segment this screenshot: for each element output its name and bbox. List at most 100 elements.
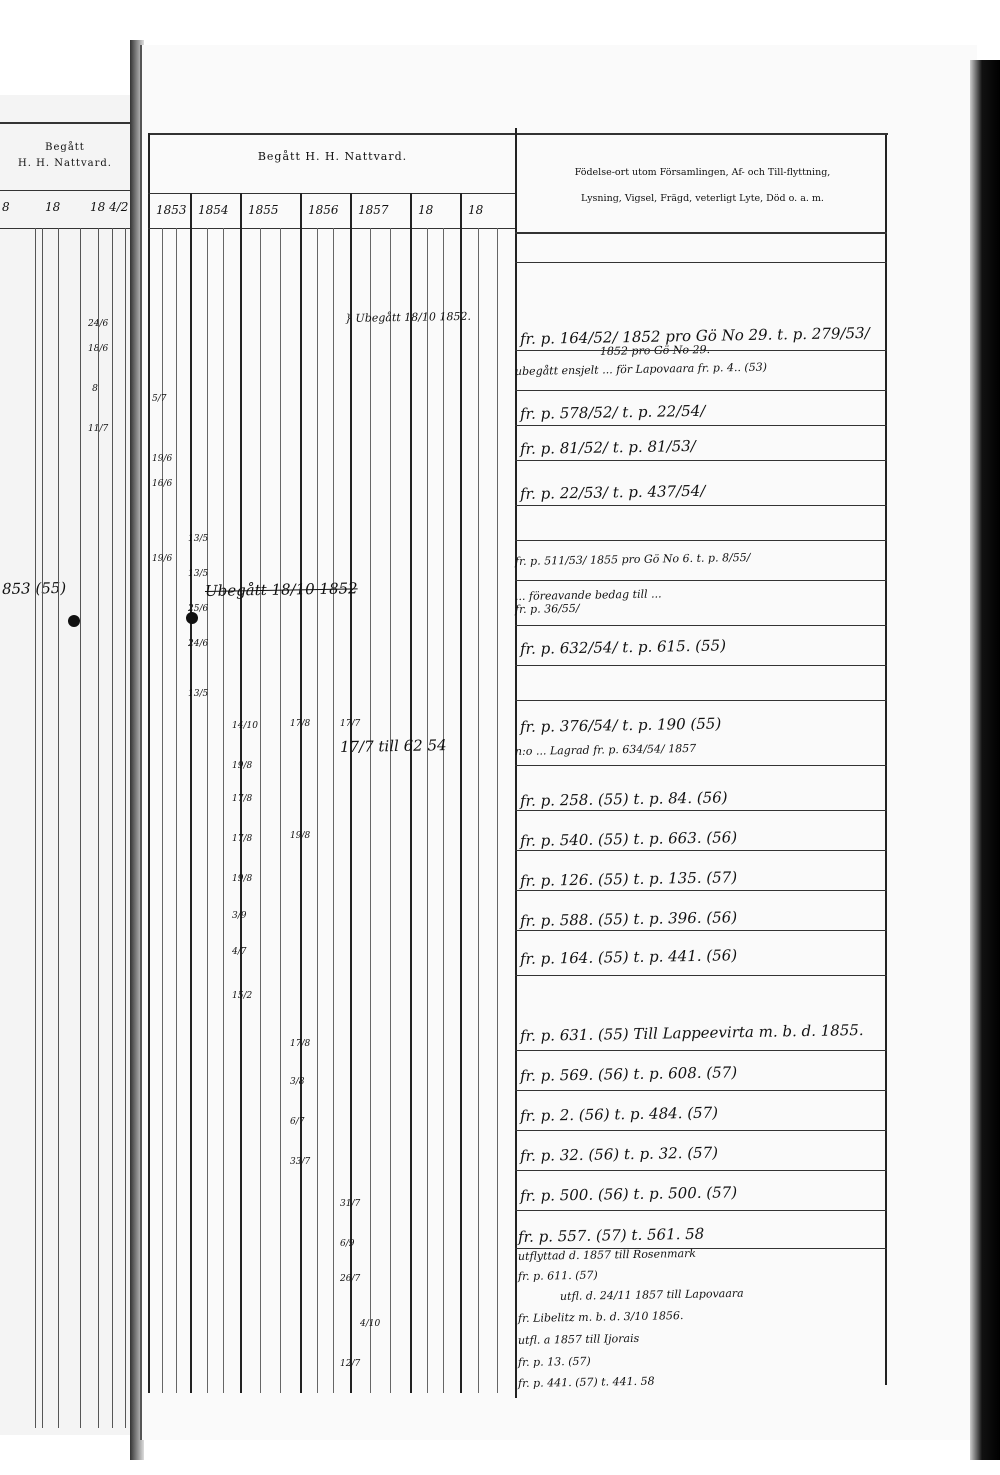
date-mark: 17/8 — [232, 794, 253, 804]
date-mark: 11/7 — [88, 425, 108, 434]
date-mark: 19/8 — [290, 831, 311, 841]
year-divider — [350, 193, 352, 1393]
date-mark: 25/6 — [188, 604, 209, 614]
row-line — [515, 262, 887, 263]
year-column-header: 18 — [468, 203, 484, 217]
sub-column-line — [390, 228, 391, 1393]
remark-entry: fr. p. 578/52/ t. p. 22/54/ — [519, 401, 706, 423]
remark-entry: fr. p. 164. (55) t. p. 441. (56) — [519, 946, 738, 968]
row-line — [515, 1210, 887, 1211]
date-mark: 16/6 — [152, 479, 173, 489]
remark-entry: fr. p. 540. (55) t. p. 663. (56) — [519, 828, 738, 850]
remark-entry: utfl. a 1857 till Ijorais — [517, 1331, 640, 1347]
remark-entry: fr. p. 376/54/ t. p. 190 (55) — [519, 714, 722, 736]
sub-column-line — [176, 228, 177, 1393]
column-note: } Ubegått 18/10 1852. — [344, 309, 472, 325]
remark-entry: fr. p. 569. (56) t. p. 608. (57) — [519, 1063, 738, 1085]
remark-entry: fr. p. 36/55/ — [514, 601, 580, 616]
date-mark: 3/9 — [232, 911, 247, 921]
row-line — [515, 625, 887, 626]
remark-entry: fr. p. 441. (57) t. 441. 58 — [517, 1374, 655, 1390]
divider — [515, 232, 887, 234]
row-line — [515, 580, 887, 581]
date-mark: 17/8 — [290, 1039, 311, 1049]
sub-column-line — [223, 228, 225, 1393]
date-mark: 6/7 — [290, 1117, 305, 1127]
table-border — [148, 133, 150, 1393]
year-column-header: 1854 — [198, 203, 229, 217]
left-page — [0, 95, 135, 1435]
row-line — [515, 890, 887, 891]
left-year: 18 — [45, 200, 61, 214]
date-mark: 17/8 — [290, 719, 311, 729]
row-line — [515, 425, 887, 426]
row-line — [515, 1248, 887, 1249]
year-column-header: 1857 — [358, 203, 389, 217]
sub-column-line — [260, 228, 261, 1393]
divider — [0, 228, 130, 229]
divider — [148, 228, 515, 229]
ink-blot — [68, 615, 80, 627]
communion-header: Begått H. H. Nattvard. — [257, 150, 408, 163]
year-divider — [240, 193, 242, 1393]
remarks-header-line1: Födelse-ort utom Församlingen, Af- och T… — [574, 167, 831, 178]
remarks-divider — [515, 128, 517, 1398]
left-column-line — [98, 228, 99, 1428]
year-divider — [410, 193, 412, 1393]
date-mark: 12/7 — [340, 1359, 361, 1369]
left-column-line — [58, 228, 59, 1428]
sub-column-line — [478, 228, 480, 1393]
page-edge — [970, 60, 1000, 1460]
row-line — [515, 850, 887, 851]
date-mark: 26/7 — [340, 1274, 361, 1284]
remark-entry: fr. p. 500. (56) t. p. 500. (57) — [519, 1183, 738, 1205]
row-line — [515, 1170, 887, 1171]
row-line — [515, 540, 887, 541]
divider — [0, 190, 130, 191]
year-column-header: 1855 — [248, 203, 279, 217]
sub-column-line — [206, 228, 208, 1393]
row-line — [515, 930, 887, 931]
date-mark: 14/10 — [232, 721, 258, 731]
row-line — [515, 810, 887, 811]
date-mark: 13/5 — [188, 569, 209, 579]
left-column-line — [35, 228, 36, 1428]
remark-entry: fr. p. 32. (56) t. p. 32. (57) — [519, 1143, 719, 1165]
divider — [148, 193, 515, 194]
top-border — [148, 133, 888, 135]
year-divider — [460, 193, 462, 1393]
sub-column-line — [316, 228, 318, 1393]
left-header: Begått H. H. Nattvard. — [0, 140, 130, 172]
row-line — [515, 975, 887, 976]
year-column-header: 18 — [418, 203, 434, 217]
year-divider — [190, 193, 192, 1393]
date-mark: 3/8 — [290, 1077, 305, 1087]
date-mark: 6/9 — [340, 1239, 355, 1249]
row-line — [515, 1130, 887, 1131]
date-mark: 17/7 — [340, 719, 361, 729]
row-line — [515, 350, 887, 351]
sub-column-line — [496, 228, 498, 1393]
sub-column-line — [162, 228, 163, 1393]
row-line — [515, 765, 887, 766]
date-mark: 24/6 — [88, 320, 108, 329]
remark-entry: fr. p. 2. (56) t. p. 484. (57) — [519, 1103, 719, 1125]
date-mark: 31/7 — [340, 1199, 361, 1209]
row-line — [515, 505, 887, 506]
date-mark: 4/10 — [360, 1319, 381, 1329]
sub-column-line — [426, 228, 428, 1393]
remark-entry: fr. p. 588. (55) t. p. 396. (56) — [519, 908, 738, 930]
date-mark: 19/6 — [152, 554, 173, 564]
remark-entry: ... föreavande bedag till ... — [514, 587, 662, 603]
row-line — [515, 390, 887, 391]
remarks-header: Födelse-ort utom Församlingen, Af- och T… — [520, 160, 885, 212]
date-mark: 5/7 — [152, 394, 167, 404]
sub-column-line — [280, 228, 281, 1393]
left-header-line1: Begått — [45, 142, 85, 153]
struck-note: Ubegått 18/10 1852 — [204, 579, 358, 600]
date-mark: 24/6 — [188, 639, 209, 649]
remark-entry: fr. p. 81/52/ t. p. 81/53/ — [519, 436, 696, 458]
left-year: 8 — [2, 200, 10, 214]
date-mark: 19/8 — [232, 761, 253, 771]
row-line — [515, 700, 887, 701]
